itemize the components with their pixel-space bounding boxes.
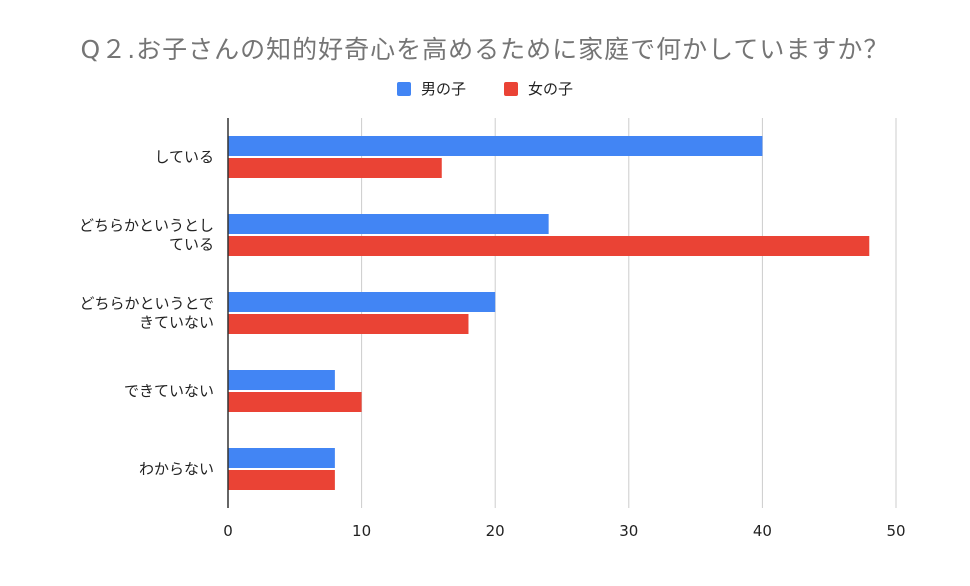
x-tick-label-0: 0	[223, 522, 233, 540]
category-label-3: できていない	[124, 382, 214, 400]
category-label-2: どちらかというとできていない	[79, 295, 214, 332]
category-label-4: わからない	[139, 460, 214, 478]
legend: 男の子 女の子	[0, 78, 970, 99]
legend-item-boys[interactable]: 男の子	[396, 78, 466, 99]
x-tick-label-20: 20	[486, 522, 505, 540]
x-tick-label-50: 50	[886, 522, 905, 540]
bar-boys-1	[228, 214, 549, 234]
category-label-0: している	[154, 148, 214, 166]
bar-girls-0	[228, 158, 442, 178]
category-label-1: どちらかというとしている	[79, 217, 214, 254]
x-tick-label-10: 10	[352, 522, 371, 540]
bar-boys-3	[228, 370, 335, 390]
bar-boys-2	[228, 292, 496, 312]
legend-item-girls[interactable]: 女の子	[504, 78, 573, 99]
bar-girls-1	[228, 236, 870, 256]
x-tick-label-30: 30	[619, 522, 638, 540]
bar-boys-0	[228, 136, 763, 156]
legend-label-girls: 女の子	[528, 80, 574, 98]
bar-girls-3	[228, 392, 362, 412]
bar-girls-2	[228, 314, 469, 334]
x-tick-label-40: 40	[753, 522, 772, 540]
bar-boys-4	[228, 448, 335, 468]
legend-swatch-boys	[396, 81, 411, 96]
legend-label-boys: 男の子	[420, 80, 466, 98]
bar-girls-4	[228, 470, 335, 490]
legend-swatch-girls	[504, 81, 518, 96]
chart-title: Q２.お子さんの知的好奇心を高めるために家庭で何かしていますか？	[80, 35, 890, 64]
